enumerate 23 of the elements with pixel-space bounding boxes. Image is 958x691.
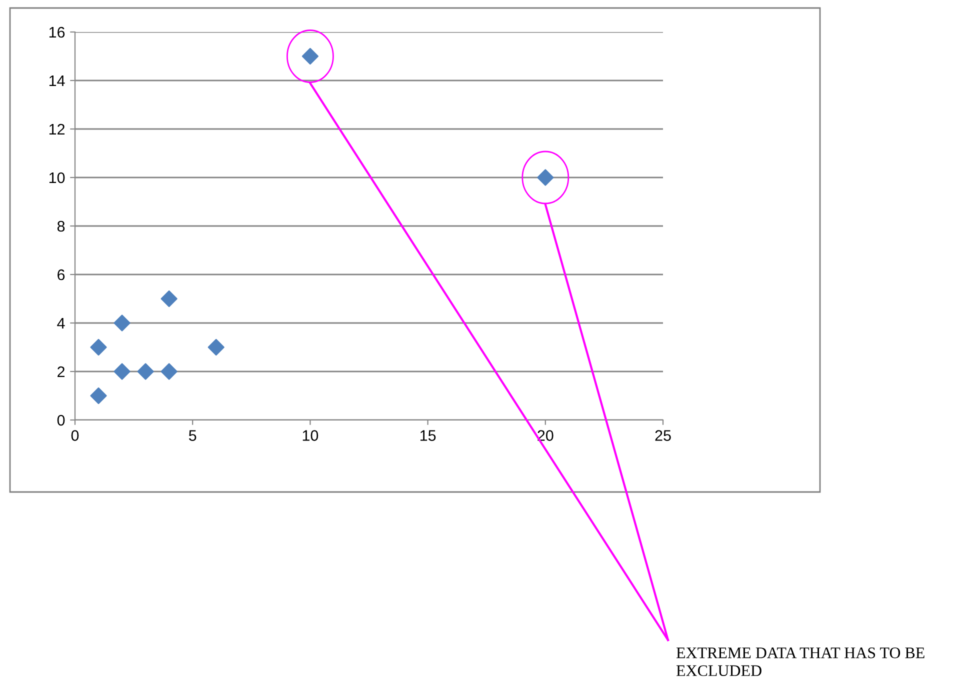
- x-tick-label: 15: [420, 430, 436, 441]
- point: [137, 363, 154, 380]
- text: EXTREME DATA THAT HAS TO BE EXCLUDED: [676, 648, 924, 676]
- x-tick-label: 5: [188, 430, 196, 441]
- point: [90, 387, 107, 404]
- point: [114, 363, 130, 380]
- y-tick-label: 6: [58, 269, 65, 280]
- y-tick-label: 0: [57, 414, 65, 426]
- y-tick-label: 14: [49, 76, 65, 86]
- y-tick-label: 12: [49, 124, 65, 135]
- y-tick-label: 4: [57, 318, 65, 329]
- y-tick-label: 10: [49, 172, 65, 184]
- y-tick-label: 8: [57, 220, 65, 232]
- point: [208, 338, 224, 356]
- x-tick-label: 0: [71, 430, 79, 441]
- x-tick-label: 25: [655, 430, 671, 441]
- point: [160, 290, 178, 308]
- y-tick-label: 2: [58, 366, 65, 378]
- y-tick-label: 16: [49, 26, 65, 38]
- x-tick-label: 10: [302, 430, 318, 441]
- point: [90, 338, 107, 356]
- point: [160, 363, 178, 380]
- point: [114, 314, 130, 332]
